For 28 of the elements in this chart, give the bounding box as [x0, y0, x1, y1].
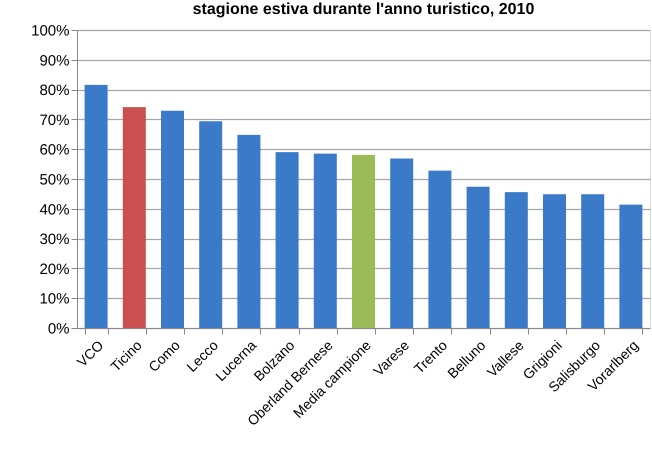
y-tick-label: 90%: [39, 52, 70, 70]
y-tick-label: 20%: [39, 260, 70, 278]
y-tick-label: 0%: [48, 320, 70, 338]
y-tick-label: 70%: [39, 112, 70, 129]
x-tick-label: VCO: [74, 337, 107, 370]
bar: [84, 84, 108, 328]
bar: [122, 107, 146, 328]
y-tick-label: 30%: [39, 231, 70, 248]
y-tick-label: 100%: [31, 22, 70, 40]
y-tick-label: 60%: [39, 142, 70, 159]
bar: [314, 154, 337, 328]
bar: [161, 110, 184, 328]
bar: [352, 154, 375, 328]
bar: [504, 192, 528, 328]
bar: [237, 134, 260, 328]
bar: [276, 152, 299, 328]
bar: [199, 121, 222, 328]
y-tick-label: 50%: [39, 172, 70, 188]
bar: [390, 158, 414, 328]
bar: [466, 186, 490, 328]
bar: [543, 194, 566, 328]
bar: [581, 194, 604, 328]
bar: [619, 204, 642, 328]
bar: [428, 170, 452, 328]
y-tick-label: 40%: [39, 201, 70, 218]
y-tick-label: 80%: [39, 82, 70, 100]
y-tick-label: 10%: [39, 290, 70, 308]
chart-title: stagione estiva durante l'anno turistico, 2010: [192, 1, 534, 18]
